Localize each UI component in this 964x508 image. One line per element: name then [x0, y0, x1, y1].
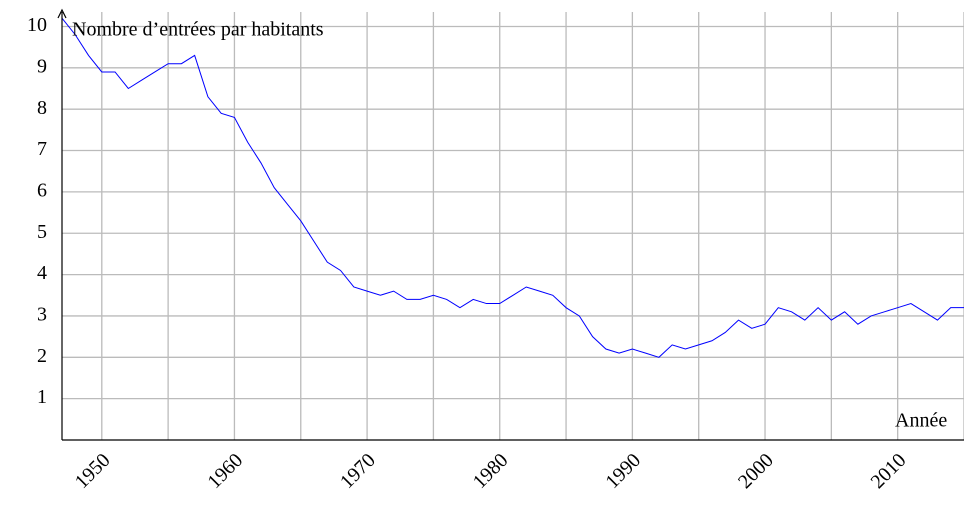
y-tick-label: 9: [37, 55, 47, 77]
y-tick-label: 3: [37, 304, 47, 326]
x-tick-label: 1950: [71, 449, 115, 493]
y-tick-label: 6: [37, 179, 47, 201]
grid: [62, 12, 964, 440]
y-tick-label: 2: [37, 345, 47, 367]
line: [61, 17, 964, 358]
y-tick-label: 10: [27, 14, 47, 36]
y-tick-label: 1: [37, 386, 47, 408]
y-tick-label: 4: [37, 262, 47, 284]
y-tick-label: 7: [37, 138, 47, 160]
x-axis-label: Année: [895, 410, 947, 432]
x-tick-label: 2010: [867, 449, 911, 493]
x-tick-label: 2000: [734, 449, 778, 493]
x-tick-label: 1960: [203, 449, 247, 493]
marks: [61, 17, 964, 358]
x-tick-label: 1990: [601, 449, 645, 493]
y-tick-label: 5: [37, 221, 47, 243]
y-axis-arrow: [57, 8, 67, 19]
x-tick-label: 1970: [336, 449, 380, 493]
y-axis-label: Nombre d’entrées par habitants: [72, 19, 324, 41]
x-tick-label: 1980: [469, 449, 513, 493]
y-tick-label: 8: [37, 97, 47, 119]
